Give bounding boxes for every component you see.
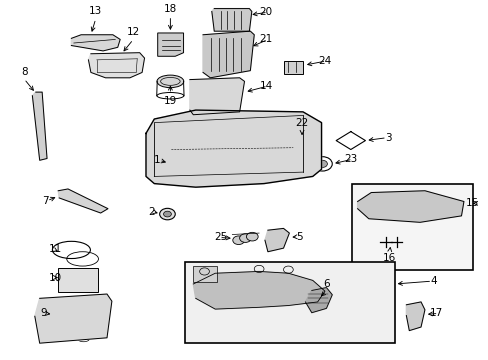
Polygon shape <box>305 288 331 313</box>
Ellipse shape <box>294 138 309 146</box>
Text: 19: 19 <box>163 96 177 106</box>
Text: 18: 18 <box>163 4 177 14</box>
Text: 13: 13 <box>89 6 102 17</box>
Text: 5: 5 <box>296 232 303 242</box>
Bar <box>84 277 92 283</box>
Text: 7: 7 <box>42 196 49 206</box>
Text: 11: 11 <box>48 244 61 254</box>
Text: 3: 3 <box>385 133 391 143</box>
Text: 22: 22 <box>295 118 308 128</box>
Polygon shape <box>88 53 144 78</box>
Polygon shape <box>203 31 254 78</box>
Bar <box>58 268 98 292</box>
Polygon shape <box>146 110 321 187</box>
Circle shape <box>163 211 171 217</box>
Ellipse shape <box>157 75 183 87</box>
Polygon shape <box>211 9 251 31</box>
Polygon shape <box>357 191 463 222</box>
Polygon shape <box>406 302 424 330</box>
Text: 12: 12 <box>126 27 140 37</box>
Text: 1: 1 <box>154 155 161 165</box>
Polygon shape <box>71 35 120 51</box>
Bar <box>351 184 472 270</box>
Text: 6: 6 <box>323 279 329 289</box>
Text: 8: 8 <box>21 67 27 77</box>
Text: 17: 17 <box>429 309 443 318</box>
Text: 25: 25 <box>214 232 227 242</box>
Polygon shape <box>283 61 303 74</box>
Circle shape <box>246 232 258 241</box>
Polygon shape <box>264 228 289 252</box>
Polygon shape <box>158 33 183 56</box>
Text: 2: 2 <box>148 207 154 217</box>
Bar <box>184 262 394 343</box>
Text: 14: 14 <box>259 81 272 91</box>
Circle shape <box>165 158 179 168</box>
Polygon shape <box>58 189 108 213</box>
Circle shape <box>239 234 251 242</box>
Circle shape <box>159 208 175 220</box>
Circle shape <box>317 160 327 167</box>
Text: 20: 20 <box>259 7 272 17</box>
Text: 21: 21 <box>259 35 272 44</box>
Text: 16: 16 <box>383 253 396 263</box>
Circle shape <box>169 161 176 166</box>
Text: 4: 4 <box>429 276 436 286</box>
Polygon shape <box>189 78 244 115</box>
Text: 10: 10 <box>48 273 61 283</box>
Text: 23: 23 <box>344 154 357 164</box>
Polygon shape <box>193 271 325 309</box>
Text: 15: 15 <box>466 198 479 208</box>
Polygon shape <box>35 294 112 343</box>
Text: 9: 9 <box>41 309 47 318</box>
Text: 24: 24 <box>317 56 330 66</box>
Bar <box>193 266 216 282</box>
Circle shape <box>232 236 244 244</box>
Polygon shape <box>32 92 47 160</box>
